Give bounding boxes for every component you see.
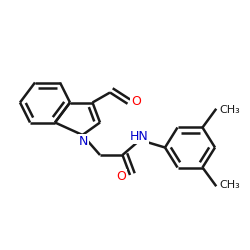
Text: CH₃: CH₃ <box>220 180 240 190</box>
Text: HN: HN <box>130 130 148 143</box>
Text: CH₃: CH₃ <box>220 105 240 115</box>
Text: O: O <box>131 95 141 108</box>
Text: N: N <box>79 135 88 148</box>
Text: O: O <box>116 170 126 183</box>
